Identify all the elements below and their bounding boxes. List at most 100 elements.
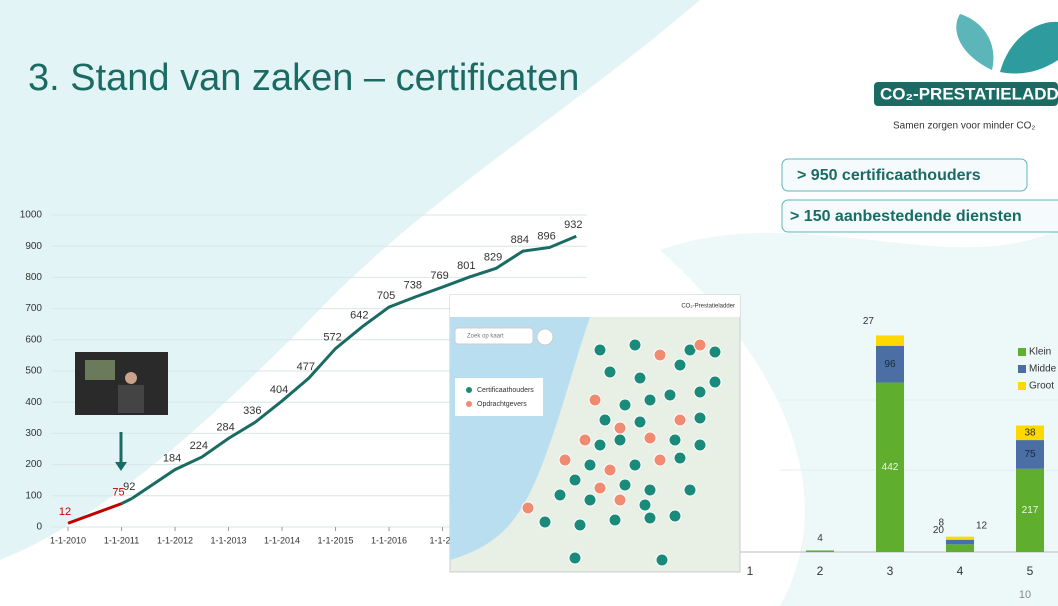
map-marker bbox=[619, 399, 631, 411]
map-marker bbox=[594, 482, 606, 494]
map-marker bbox=[522, 502, 534, 514]
map-legend-text: Certificaathouders bbox=[477, 387, 534, 394]
map-marker bbox=[619, 479, 631, 491]
data-label: 27 bbox=[863, 316, 875, 327]
map-marker bbox=[694, 439, 706, 451]
map-brand: CO₂-Prestatieladder bbox=[681, 304, 735, 310]
data-label: 884 bbox=[511, 234, 529, 246]
map-marker bbox=[674, 414, 686, 426]
photo-lectern bbox=[118, 385, 144, 413]
data-label: 75 bbox=[1024, 449, 1036, 460]
data-label: 705 bbox=[377, 290, 395, 302]
x-tick-label: 5 bbox=[1027, 564, 1034, 578]
data-label: 404 bbox=[270, 384, 288, 396]
data-label: 96 bbox=[884, 359, 896, 370]
photo-person bbox=[125, 372, 137, 384]
map-marker bbox=[634, 416, 646, 428]
map-marker bbox=[614, 422, 626, 434]
map-marker bbox=[694, 339, 706, 351]
data-label: 477 bbox=[297, 361, 315, 373]
x-tick-label: 1 bbox=[747, 564, 754, 578]
map-marker bbox=[654, 454, 666, 466]
map-marker bbox=[569, 474, 581, 486]
x-tick-label: 1-1-2015 bbox=[318, 535, 354, 545]
x-tick-label: 4 bbox=[957, 564, 964, 578]
map-marker bbox=[554, 489, 566, 501]
map-marker bbox=[709, 346, 721, 358]
y-tick-label: 1000 bbox=[20, 210, 43, 221]
photo-screen bbox=[85, 360, 115, 380]
map-marker bbox=[644, 484, 656, 496]
x-tick-label: 3 bbox=[887, 564, 894, 578]
y-tick-label: 500 bbox=[25, 366, 42, 377]
x-tick-label: 1-1-2013 bbox=[211, 535, 247, 545]
logo-name: CO₂-PRESTATIELADDER® bbox=[880, 84, 1058, 103]
map-marker bbox=[644, 512, 656, 524]
data-label: 442 bbox=[882, 462, 899, 473]
data-label: 12 bbox=[59, 506, 71, 518]
data-label: 829 bbox=[484, 251, 502, 263]
map-marker bbox=[684, 484, 696, 496]
map-marker bbox=[614, 494, 626, 506]
map-marker bbox=[694, 412, 706, 424]
map-marker bbox=[669, 434, 681, 446]
map-marker bbox=[594, 439, 606, 451]
data-label: 284 bbox=[216, 421, 234, 433]
slide-title: 3. Stand van zaken – certificaten bbox=[28, 57, 579, 99]
map-marker bbox=[674, 452, 686, 464]
data-label: 38 bbox=[1024, 427, 1036, 438]
data-label: 642 bbox=[350, 310, 368, 322]
bar-segment bbox=[946, 544, 974, 552]
legend-swatch bbox=[1018, 382, 1026, 390]
map-marker bbox=[694, 386, 706, 398]
map-legend bbox=[455, 378, 543, 416]
y-tick-label: 800 bbox=[25, 272, 42, 283]
x-tick-label: 1-1-2010 bbox=[50, 535, 86, 545]
callout: > 950 certificaathouders bbox=[797, 167, 981, 184]
map-marker bbox=[644, 432, 656, 444]
map-search-text: Zoek op kaart bbox=[467, 334, 504, 340]
y-tick-label: 200 bbox=[25, 459, 42, 470]
legend-label: Klein bbox=[1029, 347, 1051, 358]
map-marker bbox=[599, 414, 611, 426]
map: CO₂-Prestatieladder Zoek op kaart Certif… bbox=[450, 295, 740, 572]
legend-swatch bbox=[1018, 365, 1026, 373]
slide: 3. Stand van zaken – certificaten CO₂-PR… bbox=[0, 0, 1058, 606]
x-tick-label: 1-1-2011 bbox=[104, 535, 139, 545]
map-marker bbox=[604, 366, 616, 378]
data-label: 8 bbox=[938, 517, 944, 528]
data-label: 769 bbox=[430, 270, 448, 282]
x-tick-label: 1-1-2012 bbox=[157, 535, 193, 545]
map-marker bbox=[634, 372, 646, 384]
map-marker bbox=[594, 344, 606, 356]
map-marker bbox=[604, 464, 616, 476]
y-tick-label: 700 bbox=[25, 303, 42, 314]
legend-dot bbox=[466, 401, 472, 407]
map-marker bbox=[584, 459, 596, 471]
data-label: 896 bbox=[537, 230, 555, 242]
bar-segment bbox=[876, 335, 904, 345]
data-label: 801 bbox=[457, 260, 475, 272]
data-label: 572 bbox=[323, 331, 341, 343]
bar-segment bbox=[806, 550, 834, 552]
bar-segment bbox=[946, 537, 974, 540]
map-marker bbox=[569, 552, 581, 564]
x-tick-label: 2 bbox=[817, 564, 824, 578]
map-marker bbox=[559, 454, 571, 466]
y-tick-label: 900 bbox=[25, 241, 42, 252]
data-label: 184 bbox=[163, 452, 181, 464]
map-marker bbox=[639, 499, 651, 511]
y-tick-label: 300 bbox=[25, 428, 42, 439]
x-tick-label: 1-1-2014 bbox=[264, 535, 300, 545]
data-label: 92 bbox=[123, 481, 135, 493]
y-tick-label: 400 bbox=[25, 397, 42, 408]
y-tick-label: 600 bbox=[25, 334, 42, 345]
map-marker bbox=[709, 376, 721, 388]
data-label: 217 bbox=[1022, 505, 1039, 516]
photo bbox=[75, 352, 168, 415]
map-marker bbox=[629, 459, 641, 471]
data-label: 932 bbox=[564, 219, 582, 231]
data-label: 4 bbox=[817, 533, 823, 544]
logo-tagline: Samen zorgen voor minder CO₂ bbox=[893, 121, 1035, 132]
map-button[interactable] bbox=[537, 329, 553, 345]
